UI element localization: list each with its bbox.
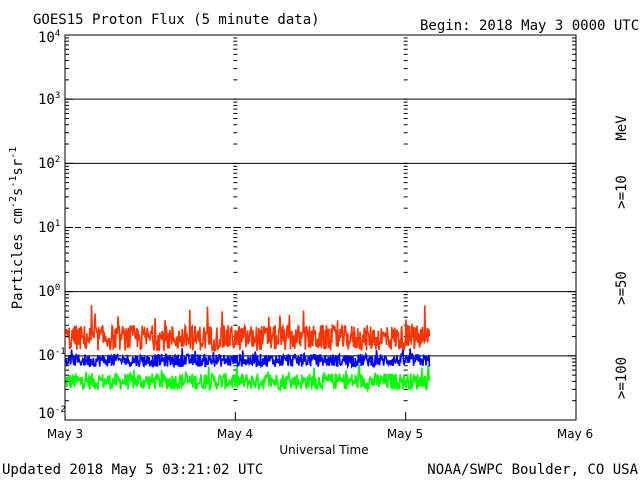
y-tick-label: 100 bbox=[38, 283, 60, 300]
threshold-lines bbox=[65, 98, 576, 357]
y-tick-label: 104 bbox=[38, 29, 60, 46]
legend-unit: MeV bbox=[614, 115, 630, 141]
series-line bbox=[64, 348, 431, 370]
x-tick-labels: May 3 May 4 May 5 May 6 bbox=[47, 427, 593, 441]
chart-title: GOES15 Proton Flux (5 minute data) bbox=[33, 12, 320, 28]
y-tick-label: 10-1 bbox=[38, 347, 66, 364]
y-tick-label: 102 bbox=[38, 155, 60, 172]
series-line bbox=[64, 364, 431, 393]
updated-timestamp: Updated 2018 May 5 03:21:02 UTC bbox=[2, 462, 263, 478]
legend-gte50: >=50 bbox=[614, 271, 630, 305]
begin-label: Begin: 2018 May 3 0000 UTC bbox=[420, 18, 639, 34]
y-axis-label: Particles cm-2s-1sr-1 bbox=[8, 147, 26, 310]
y-tick-label: 103 bbox=[38, 91, 60, 108]
credit-label: NOAA/SWPC Boulder, CO USA bbox=[427, 462, 638, 478]
y-tick-label: 101 bbox=[38, 219, 60, 236]
series-lines bbox=[64, 305, 431, 393]
x-axis-label: Universal Time bbox=[279, 443, 368, 457]
x-tick-label: May 4 bbox=[217, 427, 253, 441]
y-tick-marks bbox=[64, 37, 577, 421]
x-tick-label: May 3 bbox=[47, 427, 83, 441]
x-tick-label: May 6 bbox=[557, 427, 593, 441]
legend-gte10: >=10 bbox=[614, 175, 630, 209]
y-tick-labels: 10-2 10-1 100 101 102 103 104 bbox=[38, 29, 66, 422]
series-line bbox=[64, 305, 431, 354]
y-tick-label: 10-2 bbox=[38, 405, 66, 422]
x-tick-label: May 5 bbox=[387, 427, 423, 441]
legend-gte100: >=100 bbox=[614, 357, 630, 399]
